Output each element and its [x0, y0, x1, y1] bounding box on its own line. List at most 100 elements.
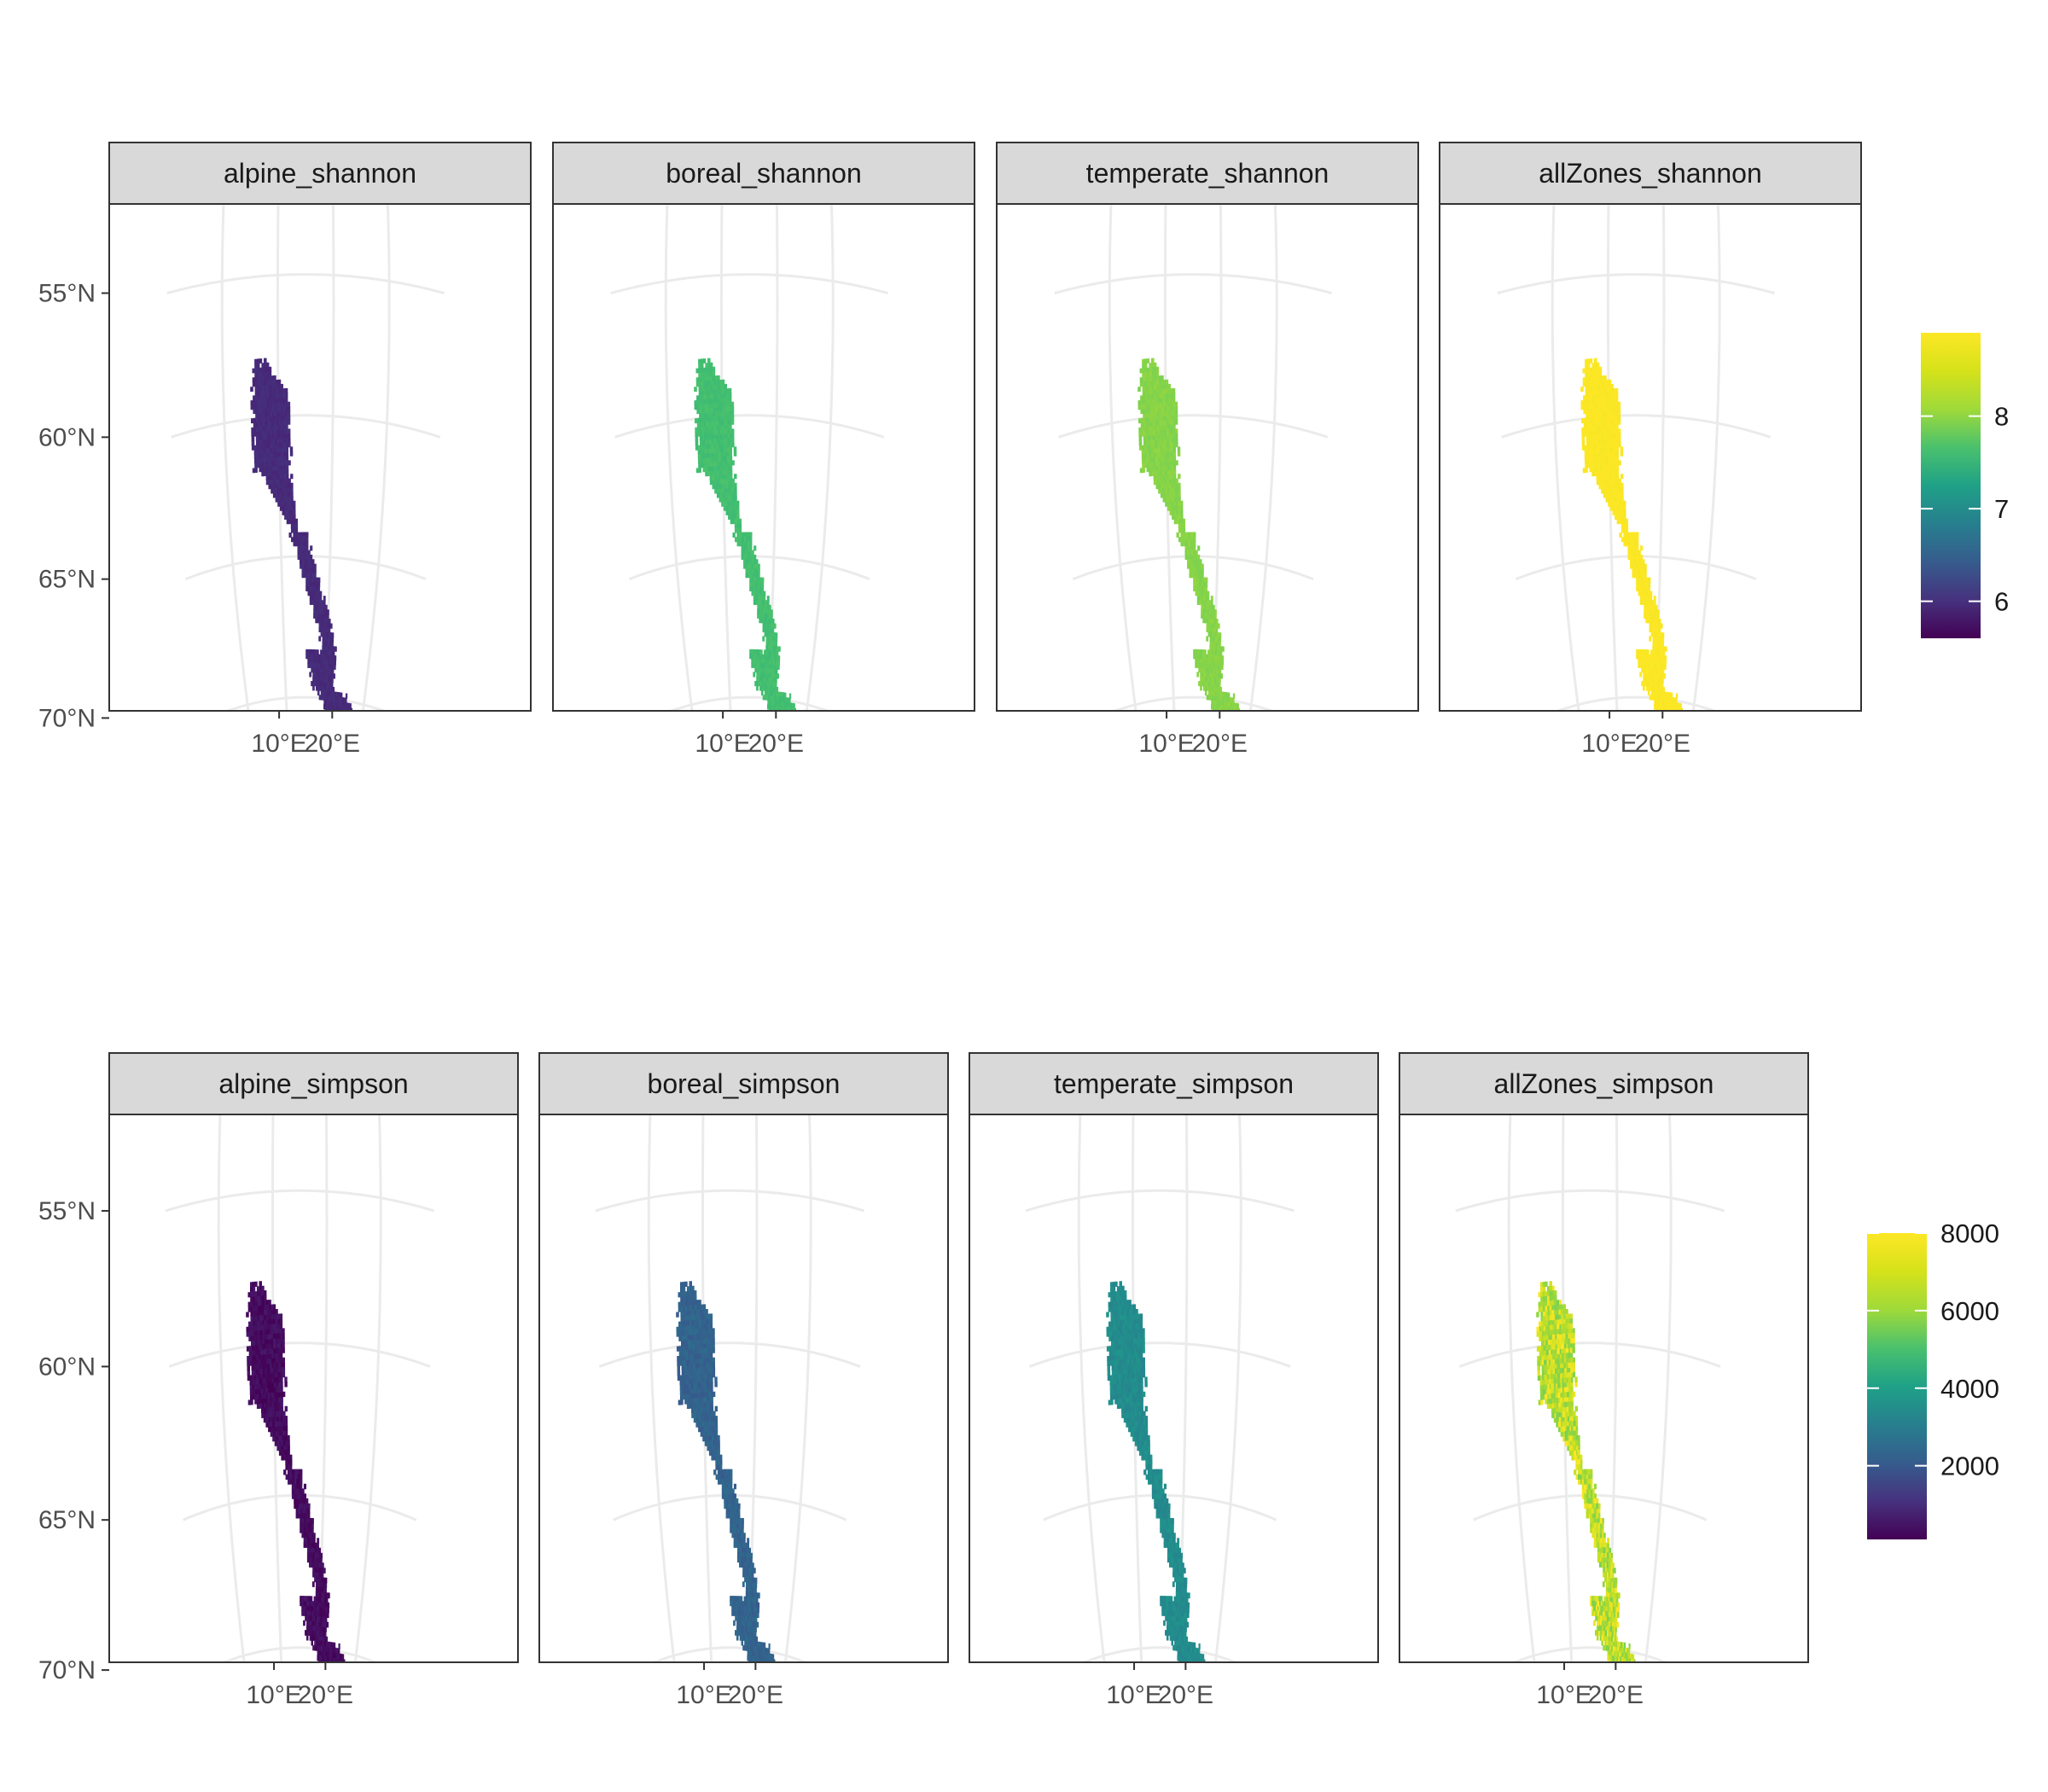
graticule-parallel [1455, 1189, 1725, 1213]
raster-cell-group [683, 1315, 748, 1642]
y-axis-tick-label: 70°N [38, 1656, 96, 1684]
raster-cell-group [1118, 1339, 1123, 1385]
panel-strip [1439, 142, 1862, 205]
raster-cell-group [1628, 1648, 1631, 1655]
y-axis-tick-label: 70°N [38, 704, 96, 732]
raster-cell-group [1607, 1606, 1616, 1647]
raster-cell-group [1106, 1290, 1197, 1662]
colorbar-tick-label: 2000 [1940, 1452, 1999, 1481]
raster-cell-group [1558, 1319, 1562, 1325]
graticule-parallel [1554, 695, 1718, 711]
raster-cell-group [1620, 1672, 1622, 1678]
panel-border [969, 1114, 1379, 1663]
graticule-meridian [766, 204, 779, 711]
raster-cell-group [1595, 1610, 1597, 1616]
raster-cell-group [1583, 371, 1676, 711]
x-axis-tick-label: 10°E [1106, 1681, 1161, 1709]
raster-cell-group [1106, 1291, 1186, 1657]
raster-cell-group [1142, 463, 1145, 468]
raster-cell-group [1614, 1636, 1617, 1643]
panel-strip [538, 1052, 949, 1115]
x-axis-tick-label: 10°E [1581, 730, 1637, 758]
x-axis-tick-label: 10°E [246, 1681, 301, 1709]
raster-cell-group [680, 1281, 770, 1662]
graticule-meridian [664, 204, 694, 711]
x-axis-tick-label: 20°E [728, 1681, 783, 1709]
raster-cells [1137, 358, 1241, 711]
raster-cell-group [1142, 371, 1231, 711]
map-panel: allZones_shannon 10°E20°E [1439, 142, 1862, 758]
panel-title: boreal_shannon [666, 158, 862, 189]
graticule-meridian [1507, 1114, 1536, 1662]
panel-border [1399, 1114, 1809, 1663]
colorbar [1921, 333, 1981, 638]
panel-strip [969, 1052, 1379, 1115]
raster-cell-group [310, 1605, 312, 1612]
colorbar [1867, 1233, 1927, 1539]
panel-border [996, 203, 1419, 712]
graticule-parallel [168, 1341, 431, 1368]
x-axis-tick-label: 20°E [1158, 1681, 1213, 1709]
graticule-parallel [1058, 414, 1329, 439]
colorbar-tick-label: 8 [1994, 402, 2009, 432]
raster-cells [1106, 1281, 1206, 1662]
y-axis-tick-label: 60°N [38, 1353, 96, 1381]
raster-cell-group [250, 1301, 323, 1627]
graticule-meridian [1607, 1114, 1619, 1662]
raster-cell-group [251, 380, 352, 711]
colorbar-legend: 6 7 8 [1921, 333, 2009, 638]
colorbar-tick-label: 7 [1994, 494, 2009, 524]
panel-title: allZones_shannon [1539, 158, 1762, 189]
x-axis-tick-label: 20°E [1588, 1681, 1644, 1709]
raster-cell-group [1629, 1673, 1631, 1679]
panel-title: temperate_shannon [1086, 158, 1329, 189]
raster-cell-group [696, 362, 769, 691]
graticule-meridian [353, 1114, 382, 1662]
raster-cell-group [1580, 358, 1680, 711]
panel-title: alpine_shannon [224, 158, 416, 189]
graticule-meridian [1551, 204, 1580, 711]
graticule-parallel [1501, 414, 1772, 439]
panel-title: alpine_simpson [218, 1068, 408, 1099]
panel-title: boreal_simpson [648, 1068, 841, 1099]
graticule-parallel [171, 414, 441, 439]
graticule-meridian [747, 1114, 759, 1662]
raster-cell-group [246, 1312, 343, 1662]
raster-cell-group [1537, 1339, 1613, 1646]
raster-cell-group [701, 368, 783, 711]
raster-cell-group [301, 1610, 304, 1616]
x-axis-tick-label: 10°E [251, 730, 306, 758]
raster-cell-group [696, 367, 786, 711]
x-axis-tick-label: 20°E [1192, 730, 1248, 758]
graticule-meridian [1691, 204, 1721, 711]
y-axis-tick-label: 55°N [38, 1197, 96, 1225]
graticule-meridian [361, 204, 391, 711]
panel-title: allZones_simpson [1494, 1068, 1714, 1099]
raster-cell-group [1581, 372, 1684, 711]
graticule-meridian [217, 1114, 246, 1662]
raster-cell-group [247, 1313, 331, 1648]
x-axis-tick-label: 20°E [748, 730, 804, 758]
raster-cell-group [1603, 1620, 1606, 1626]
raster-cell-group [680, 1304, 758, 1646]
graticule-parallel [224, 695, 387, 711]
raster-cell-group [1615, 1577, 1618, 1584]
y-axis-tick-label: 65°N [38, 566, 96, 594]
raster-cell-group [701, 381, 778, 697]
map-panel: temperate_simpson 10°E20°E [969, 1052, 1379, 1709]
raster-cell-group [251, 375, 340, 711]
graticule-parallel [598, 1341, 861, 1368]
raster-cells [676, 1281, 776, 1662]
graticule-parallel [595, 1189, 865, 1213]
raster-cell-group [251, 364, 343, 711]
x-axis-tick-label: 20°E [298, 1681, 353, 1709]
raster-cell-group [694, 375, 781, 711]
map-panel: alpine_shannon 10°E20°E 55°N 60°N 65°N 70°N [38, 142, 532, 758]
raster-cell-group [1606, 1581, 1609, 1588]
y-axis-tick-label: 60°N [38, 423, 96, 451]
raster-cell-group [1565, 1362, 1569, 1369]
graticule-parallel [1080, 1646, 1239, 1662]
graticule-meridian [323, 204, 335, 711]
graticule-parallel [1025, 1189, 1295, 1213]
